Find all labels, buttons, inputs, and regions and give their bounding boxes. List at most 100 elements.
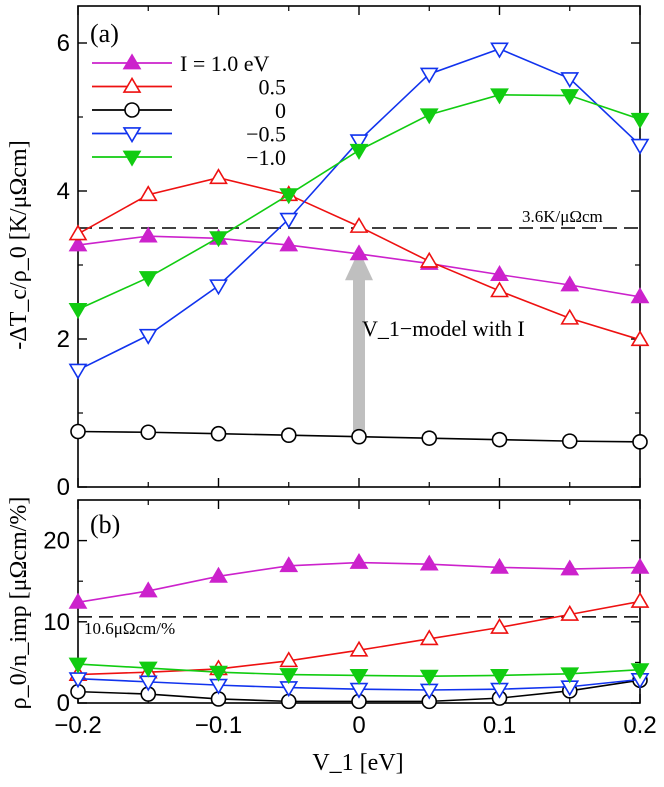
data-point <box>630 138 650 155</box>
data-point <box>419 554 439 571</box>
data-point <box>209 231 228 248</box>
data-point <box>490 42 509 59</box>
data-point <box>632 434 648 450</box>
data-point <box>630 287 650 304</box>
data-point <box>349 682 369 699</box>
data-point <box>279 188 299 205</box>
panel-a-ylabel: -ΔT_c/ρ_0 [K/μΩcm] <box>6 140 32 349</box>
legend-marker <box>124 102 140 118</box>
data-point <box>351 428 367 445</box>
data-point <box>68 657 88 674</box>
data-point <box>419 67 439 84</box>
data-point <box>138 581 158 598</box>
data-point <box>209 279 228 296</box>
data-point <box>138 226 158 243</box>
data-point <box>421 430 438 446</box>
y-tick-label: 6 <box>57 30 70 57</box>
data-point <box>349 244 369 261</box>
data-point <box>349 216 369 233</box>
y-tick-label: 4 <box>57 178 70 205</box>
data-point <box>138 271 158 288</box>
y-tick-label: 0 <box>57 690 70 717</box>
data-point <box>490 617 509 634</box>
data-point <box>68 302 88 319</box>
panel-b: 0 10 20 −0.2 −0.1 0 0.1 0.2 <box>43 499 657 739</box>
series-0 <box>68 552 650 609</box>
panel-a-reference-label: 3.6K/μΩcm <box>522 207 603 226</box>
data-point <box>138 185 158 202</box>
data-point <box>279 235 299 252</box>
legend-marker <box>122 127 142 144</box>
data-point <box>349 134 369 151</box>
x-tick-label: −0.1 <box>195 712 242 739</box>
panel-a-annotation: V_1−model with I <box>362 316 525 341</box>
data-point <box>560 308 580 325</box>
series-2 <box>70 423 648 450</box>
data-point <box>280 427 297 444</box>
series-line <box>77 600 641 676</box>
panel-b-label: (b) <box>90 510 120 539</box>
series-4 <box>68 88 650 319</box>
panel-a: 0 2 4 6 <box>57 5 650 501</box>
data-point <box>209 168 228 185</box>
x-tick-label: 0.2 <box>623 712 656 739</box>
data-point <box>70 423 86 440</box>
x-axis-label: V_1 [eV] <box>312 750 403 776</box>
data-point <box>209 665 228 682</box>
data-point <box>419 251 439 268</box>
data-point <box>560 72 580 89</box>
data-point <box>349 143 369 160</box>
data-point <box>279 651 299 668</box>
data-point <box>560 559 580 576</box>
y-tick-label: 20 <box>43 528 70 555</box>
data-point <box>630 330 650 347</box>
data-point <box>490 88 509 105</box>
data-point <box>138 661 158 678</box>
panel-b-ylabel: ρ_0/n_imp [μΩcm/%] <box>6 497 32 710</box>
series-3 <box>68 42 650 380</box>
panel-b-reference-label: 10.6μΩcm/% <box>84 619 175 638</box>
data-point <box>630 557 650 574</box>
legend: I = 1.0 eV0.50−0.5−1.0 <box>92 51 286 170</box>
series-1 <box>68 168 650 347</box>
annotation-arrow-head <box>345 250 373 281</box>
data-point <box>68 592 88 609</box>
data-point <box>279 212 299 229</box>
data-point <box>560 604 580 621</box>
y-tick-label: 0 <box>57 474 70 501</box>
data-point <box>68 224 88 241</box>
data-point <box>630 112 650 129</box>
data-point <box>68 363 88 380</box>
legend-label: 0.5 <box>259 75 287 100</box>
data-point <box>561 433 578 449</box>
data-point <box>349 552 369 569</box>
legend-marker <box>122 150 142 167</box>
legend-label: −1.0 <box>246 145 286 170</box>
y-tick-label: 2 <box>57 326 70 353</box>
legend-marker <box>122 53 142 70</box>
data-point <box>630 591 650 608</box>
data-point <box>490 265 509 282</box>
y-tick-label: 10 <box>43 609 70 636</box>
data-point <box>138 328 158 345</box>
data-point <box>490 668 509 685</box>
data-point <box>419 108 439 125</box>
data-point <box>279 556 299 573</box>
data-point <box>560 275 580 292</box>
data-point <box>210 425 227 442</box>
legend-marker <box>122 76 142 93</box>
data-point <box>491 431 508 448</box>
data-point <box>138 675 158 692</box>
data-point <box>349 668 369 685</box>
data-point <box>560 89 580 106</box>
legend-label: 0 <box>275 98 286 123</box>
panel-a-label: (a) <box>90 19 119 48</box>
data-point <box>490 281 509 298</box>
legend-label: I = 1.0 eV <box>180 51 269 76</box>
data-point <box>419 629 439 646</box>
legend-label: −0.5 <box>246 122 286 147</box>
x-tick-label: 0 <box>352 712 365 739</box>
x-tick-label: −0.2 <box>54 712 101 739</box>
data-point <box>630 663 650 680</box>
